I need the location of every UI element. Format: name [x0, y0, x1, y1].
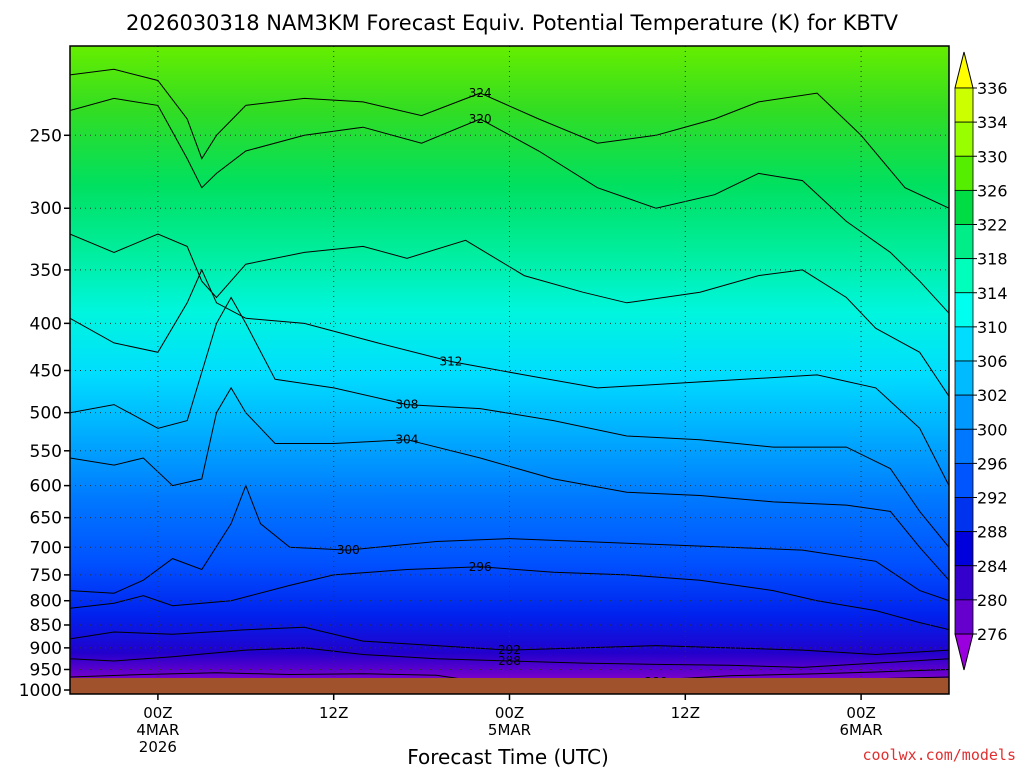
y-tick-label: 850: [30, 616, 62, 636]
contour-line-288: [70, 647, 949, 668]
contour-label-300: 300: [337, 543, 360, 557]
contour-line-324: [70, 68, 949, 209]
contour-label-324: 324: [469, 86, 492, 100]
x-tick-label: 12Z: [319, 704, 348, 722]
x-tick-label: 4MAR: [136, 721, 179, 739]
y-tick-label: 450: [30, 361, 62, 381]
x-tick-label: 00Z: [846, 704, 875, 722]
contour-line-308: [70, 296, 949, 548]
y-tick-label: 300: [30, 199, 62, 219]
ground-strip: [70, 678, 949, 694]
colorbar-swatch: [954, 394, 974, 430]
colorbar-label: 302: [977, 386, 1008, 405]
chart-title: 2026030318 NAM3KM Forecast Equiv. Potent…: [126, 11, 899, 35]
contour-line-296: [70, 566, 949, 631]
contour-label-280: 280: [645, 675, 668, 689]
y-tick-label: 500: [30, 404, 62, 424]
colorbar-swatch: [954, 462, 974, 498]
contour-label-292: 292: [498, 643, 521, 657]
colorbar: 336 334 330 326 322 318 314 310 306 302 300 296 292 2…: [954, 51, 1008, 671]
y-tick-label: 1000: [19, 681, 62, 701]
y-tick-label: 250: [30, 126, 62, 146]
colorbar-swatch: [954, 565, 974, 601]
y-tick-label: 600: [30, 477, 62, 497]
colorbar-swatch: [954, 531, 974, 567]
y-tick-label: 650: [30, 509, 62, 529]
x-tick-label: 5MAR: [488, 721, 531, 739]
contour-line-284: [70, 669, 949, 678]
contour-line-312: [70, 268, 949, 486]
colorbar-label: 318: [977, 250, 1008, 269]
contour-label-296: 296: [469, 560, 492, 574]
colorbar-swatch: [954, 428, 974, 464]
credit-text: coolwx.com/models: [862, 746, 1016, 764]
colorbar-label: 280: [977, 591, 1008, 610]
x-tick-label: 6MAR: [840, 721, 883, 739]
contour-line-292: [70, 626, 949, 656]
y-tick-label: 550: [30, 442, 62, 462]
colorbar-label: 330: [977, 147, 1008, 166]
colorbar-label: 284: [977, 557, 1008, 576]
x-axis-label: Forecast Time (UTC): [407, 745, 609, 768]
y-tick-label: 400: [30, 314, 62, 334]
colorbar-swatch: [954, 258, 974, 294]
colorbar-label: 336: [977, 79, 1008, 98]
contour-line-320: [70, 97, 949, 314]
contour-label-320: 320: [469, 112, 492, 126]
colorbar-swatch: [954, 121, 974, 157]
contour-label-288: 288: [498, 654, 521, 668]
colorbar-label: 276: [977, 625, 1008, 644]
colorbar-swatch: [954, 87, 974, 123]
y-axis: 250 300 350 400 450 500 550 600 650 700 750 800 850 9…: [19, 126, 70, 701]
contour-line-300: [70, 484, 949, 602]
colorbar-swatch: [954, 599, 974, 635]
colorbar-cap-top: [954, 51, 974, 89]
colorbar-label: 300: [977, 420, 1008, 439]
contour-lines: 280284288292296300304308312320324: [70, 68, 949, 689]
grid-lines: [70, 46, 949, 678]
colorbar-swatch: [954, 497, 974, 533]
x-tick-label: 00Z: [143, 704, 172, 722]
x-tick-label: 00Z: [495, 704, 524, 722]
colorbar-label: 326: [977, 181, 1008, 200]
colorbar-label: 296: [977, 454, 1008, 473]
colorbar-swatch: [954, 224, 974, 260]
colorbar-label: 334: [977, 113, 1008, 132]
y-tick-label: 800: [30, 592, 62, 612]
colorbar-cap-bottom: [954, 633, 974, 671]
colorbar-swatch: [954, 326, 974, 362]
contour-line-316: [70, 233, 949, 397]
y-tick-label: 950: [30, 660, 62, 680]
colorbar-swatch: [954, 360, 974, 396]
y-tick-label: 750: [30, 566, 62, 586]
x-tick-label: 12Z: [671, 704, 700, 722]
colorbar-label: 292: [977, 489, 1008, 508]
colorbar-label: 288: [977, 523, 1008, 542]
colorbar-label: 306: [977, 352, 1008, 371]
y-tick-label: 350: [30, 261, 62, 281]
contour-label-312: 312: [439, 355, 462, 369]
colorbar-label: 322: [977, 216, 1008, 235]
x-tick-label: 2026: [139, 738, 177, 756]
colorbar-label: 314: [977, 284, 1008, 303]
colorbar-swatch: [954, 292, 974, 328]
plot-area: 280284288292296300304308312320324: [69, 45, 950, 695]
colorbar-swatch: [954, 155, 974, 191]
contour-label-304: 304: [395, 433, 418, 447]
contour-label-308: 308: [395, 398, 418, 412]
y-tick-label: 900: [30, 639, 62, 659]
colorbar-swatch: [954, 189, 974, 225]
colorbar-label: 310: [977, 318, 1008, 337]
contour-line-304: [70, 386, 949, 581]
y-tick-label: 700: [30, 538, 62, 558]
